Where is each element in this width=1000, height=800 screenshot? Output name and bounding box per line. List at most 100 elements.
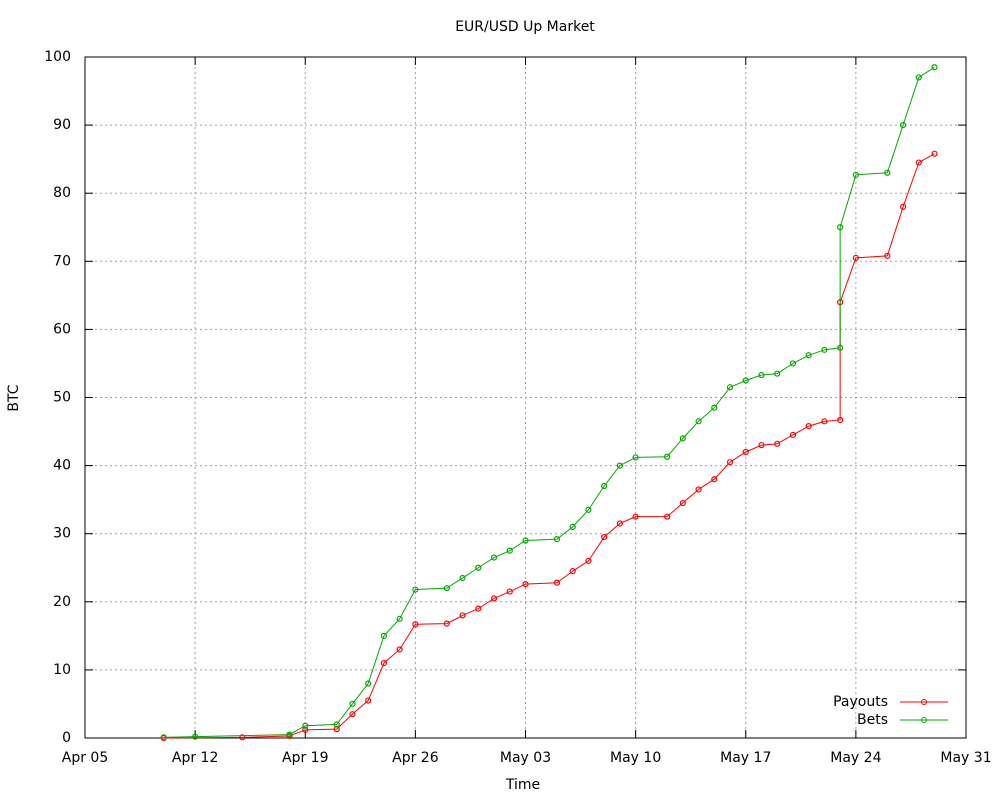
data-point [931, 64, 938, 71]
y-tick-label: 0 [62, 730, 71, 746]
data-point [884, 169, 891, 176]
data-point [475, 564, 482, 571]
data-point [396, 615, 403, 622]
data-point [711, 476, 718, 483]
data-point [726, 384, 734, 391]
series-line [163, 153, 935, 739]
data-point [349, 700, 356, 708]
data-point [443, 620, 450, 627]
y-tick-label: 10 [53, 662, 71, 678]
data-point [774, 370, 781, 377]
data-point [553, 536, 561, 543]
data-point [632, 513, 639, 520]
y-tick-label: 100 [44, 49, 71, 65]
legend-label: Bets [857, 712, 888, 728]
y-tick-label: 90 [53, 117, 71, 133]
data-point [663, 453, 671, 460]
data-point [506, 547, 513, 554]
y-axis-label: BTC [6, 384, 22, 411]
data-point [821, 418, 828, 425]
x-tick-label: Apr 05 [62, 750, 108, 766]
data-point [789, 360, 797, 367]
y-tick-label: 70 [53, 253, 71, 269]
data-point [663, 513, 671, 520]
data-point [443, 585, 450, 592]
data-point [490, 595, 498, 602]
data-point [412, 586, 419, 593]
data-point [459, 574, 466, 582]
data-point [569, 568, 576, 575]
data-point [758, 371, 765, 379]
legend-marker [921, 717, 927, 723]
data-point [412, 621, 419, 628]
data-point [726, 459, 734, 466]
data-point [380, 659, 388, 667]
data-point [758, 442, 765, 449]
data-point [711, 404, 718, 411]
data-point [506, 588, 513, 595]
data-point [679, 435, 686, 442]
data-point [837, 224, 844, 231]
data-point [333, 721, 340, 728]
data-point [616, 462, 623, 469]
data-point [837, 344, 844, 351]
data-point [632, 454, 639, 461]
y-tick-label: 30 [53, 526, 71, 542]
y-tick-label: 40 [53, 458, 71, 474]
chart-title: EUR/USD Up Market [455, 19, 595, 35]
x-axis-label: Time [505, 777, 540, 793]
x-tick-label: Apr 12 [172, 750, 218, 766]
data-point [522, 580, 529, 588]
x-tick-label: May 03 [500, 750, 551, 766]
data-point [899, 121, 907, 129]
data-point [192, 733, 199, 740]
x-tick-label: May 31 [940, 750, 991, 766]
data-point [695, 418, 702, 425]
plot-frame [84, 56, 967, 739]
data-point [601, 534, 608, 541]
x-tick-label: May 17 [720, 750, 771, 766]
data-point [915, 74, 922, 81]
data-point [601, 482, 608, 490]
data-point [899, 203, 907, 210]
data-point [805, 423, 812, 430]
data-point [616, 520, 623, 527]
data-point [805, 352, 812, 359]
legend-marker [921, 699, 927, 705]
data-point [160, 734, 167, 741]
series-line [163, 66, 935, 738]
data-point [821, 346, 828, 353]
data-point [380, 632, 388, 639]
x-tick-label: May 24 [830, 750, 881, 766]
x-tick-label: Apr 19 [282, 750, 328, 766]
data-point [475, 605, 482, 612]
data-point [365, 697, 372, 704]
data-point [585, 506, 592, 513]
y-tick-label: 60 [53, 321, 71, 337]
data-point [742, 377, 749, 384]
data-point [569, 523, 576, 530]
data-point [695, 486, 702, 493]
data-point [302, 726, 309, 733]
data-point [852, 171, 859, 178]
data-point [679, 499, 686, 507]
data-point [302, 722, 309, 729]
data-point [553, 579, 561, 586]
data-point [915, 159, 922, 166]
data-point [459, 612, 466, 619]
data-point [837, 416, 844, 424]
x-tick-label: May 10 [610, 750, 661, 766]
data-point [365, 680, 372, 687]
data-point [931, 150, 938, 157]
legend-label: Payouts [833, 694, 888, 710]
data-point [774, 440, 781, 447]
data-point [522, 537, 529, 544]
data-point [396, 646, 403, 653]
x-tick-label: Apr 26 [392, 750, 439, 766]
y-tick-label: 80 [53, 185, 71, 201]
data-point [742, 448, 749, 456]
data-point [585, 557, 592, 565]
data-point [349, 711, 356, 718]
data-point [286, 731, 293, 738]
